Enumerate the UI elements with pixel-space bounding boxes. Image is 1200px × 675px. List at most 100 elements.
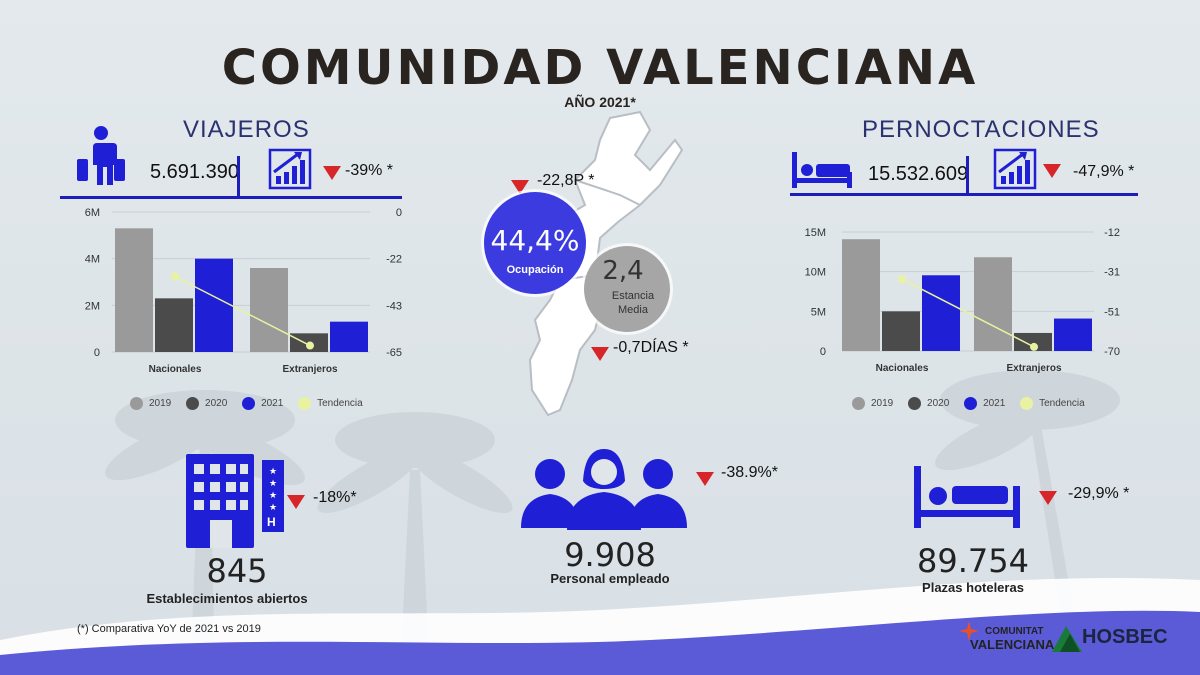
stay-change: -0,7DÍAS * — [613, 339, 689, 356]
hosbec-mountain-icon — [1052, 626, 1082, 652]
stay-value: 2,4 — [602, 256, 644, 286]
svg-text:★: ★ — [269, 502, 277, 512]
bar-2021-extranjeros — [330, 321, 368, 352]
establecimientos-down-arrow-icon — [287, 495, 305, 509]
plazas-label: Plazas hoteleras — [922, 580, 1024, 595]
y2-tick-label: -43 — [386, 300, 402, 312]
svg-text:★: ★ — [269, 478, 277, 488]
trend-point — [171, 272, 179, 281]
bar-2021-nacionales — [195, 258, 233, 352]
legend-2021-b: 2021 — [964, 397, 1005, 410]
viajeros-value: 5.691.390 — [150, 161, 239, 183]
legend-trend-b: Tendencia — [1020, 397, 1085, 410]
y-tick-label: 15M — [805, 227, 826, 239]
bar-2020-nacionales — [155, 298, 193, 352]
legend-2019-b: 2019 — [852, 397, 893, 410]
viajeros-down-arrow-icon — [323, 166, 341, 180]
hotel-building-icon: ★ ★ ★ ★ H — [186, 454, 284, 548]
plazas-down-arrow-icon — [1039, 491, 1057, 505]
bar-2019-extranjeros — [250, 268, 288, 352]
stay-label-1: Estancia — [611, 290, 655, 302]
personal-change: -38.9%* — [721, 464, 778, 481]
viajeros-change: -39% * — [345, 162, 394, 179]
bed-icon — [792, 152, 852, 188]
personal-value: 9.908 — [564, 536, 656, 574]
y-tick-label: 0 — [94, 347, 100, 359]
category-label: Extranjeros — [1006, 363, 1061, 374]
viajeros-chart: 0 -65 2M -43 4M -22 6M 0 Nacionales Extranjeros — [85, 207, 402, 375]
personal-down-arrow-icon — [696, 472, 714, 486]
y2-tick-label: -31 — [1104, 267, 1120, 279]
y2-tick-label: -51 — [1104, 306, 1120, 318]
pernoctaciones-underline — [790, 193, 1138, 196]
y-tick-label: 4M — [85, 254, 100, 266]
trend-point — [306, 341, 314, 350]
viajeros-separator — [237, 156, 240, 196]
y-tick-label: 10M — [805, 267, 826, 279]
comunitat-logo-line1: COMUNITAT — [985, 626, 1044, 637]
stay-down-arrow-icon — [591, 347, 609, 361]
viajeros-title: VIAJEROS — [183, 116, 310, 143]
occupancy-change: -22,8P * — [537, 172, 595, 189]
establecimientos-change: -18%* — [313, 489, 357, 506]
establecimientos-label: Establecimientos abiertos — [146, 591, 308, 606]
bar-2020-extranjeros — [1014, 332, 1052, 351]
y2-tick-label: -70 — [1104, 346, 1120, 358]
page-subtitle: AÑO 2021* — [564, 94, 636, 110]
trend-point — [1030, 342, 1038, 351]
traveler-luggage-icon — [77, 126, 125, 185]
legend-trend: Tendencia — [298, 397, 363, 410]
y-tick-label: 2M — [85, 300, 100, 312]
personal-label: Personal empleado — [550, 571, 670, 586]
viajeros-legend: 2019 2020 2021 Tendencia — [130, 397, 375, 410]
stay-label-2: Media — [618, 304, 648, 316]
trend-point — [898, 275, 906, 284]
pernoctaciones-separator — [966, 156, 969, 196]
occupancy-down-arrow-icon — [511, 180, 529, 194]
occupancy-circle: 44,4% Ocupación — [484, 192, 586, 294]
legend-2020: 2020 — [186, 397, 227, 410]
footnote: (*) Comparativa YoY de 2021 vs 2019 — [77, 623, 261, 635]
category-label: Nacionales — [149, 364, 202, 375]
category-label: Nacionales — [876, 363, 929, 374]
bar-2020-nacionales — [882, 311, 920, 351]
y2-tick-label: 0 — [396, 207, 402, 219]
svg-text:H: H — [267, 515, 276, 529]
pernoctaciones-value: 15.532.609 — [868, 163, 969, 185]
plazas-change: -29,9% * — [1068, 485, 1130, 502]
legend-2020-b: 2020 — [908, 397, 949, 410]
page-title: COMUNIDAD VALENCIANA — [221, 40, 979, 96]
viajeros-underline — [60, 196, 402, 199]
y2-tick-label: -65 — [386, 347, 402, 359]
legend-2019: 2019 — [130, 397, 171, 410]
occupancy-value: 44,4% — [490, 224, 580, 257]
pernoctaciones-legend: 2019 2020 2021 Tendencia — [852, 397, 1097, 410]
bed-icon-2 — [914, 466, 1020, 528]
svg-text:★: ★ — [269, 490, 277, 500]
growth-chart-icon — [268, 148, 312, 190]
category-label: Extranjeros — [282, 364, 337, 375]
pernoctaciones-title: PERNOCTACIONES — [862, 116, 1100, 143]
y2-tick-label: -22 — [386, 254, 402, 266]
occupancy-label: Ocupación — [506, 264, 564, 276]
hosbec-logo-text: HOSBEC — [1082, 626, 1168, 648]
comunitat-star-icon — [959, 621, 979, 641]
staff-people-icon — [521, 449, 687, 530]
bar-2021-nacionales — [922, 275, 960, 351]
y2-tick-label: -12 — [1104, 227, 1120, 239]
establecimientos-value: 845 — [206, 552, 268, 590]
growth-chart-icon-2 — [993, 148, 1037, 190]
trend-line — [901, 278, 1035, 348]
comunitat-logo-line2: VALENCIANA — [970, 637, 1055, 652]
stay-circle: 2,4 Estancia Media — [584, 246, 670, 332]
legend-2021: 2021 — [242, 397, 283, 410]
bar-2019-nacionales — [842, 239, 880, 351]
y-tick-label: 6M — [85, 207, 100, 219]
comunitat-valenciana-logo: COMUNITAT VALENCIANA — [958, 620, 1054, 656]
svg-text:★: ★ — [269, 466, 277, 476]
plazas-value: 89.754 — [917, 542, 1029, 580]
trend-line — [174, 275, 311, 347]
y-tick-label: 0 — [820, 346, 826, 358]
bar-2021-extranjeros — [1054, 318, 1092, 351]
